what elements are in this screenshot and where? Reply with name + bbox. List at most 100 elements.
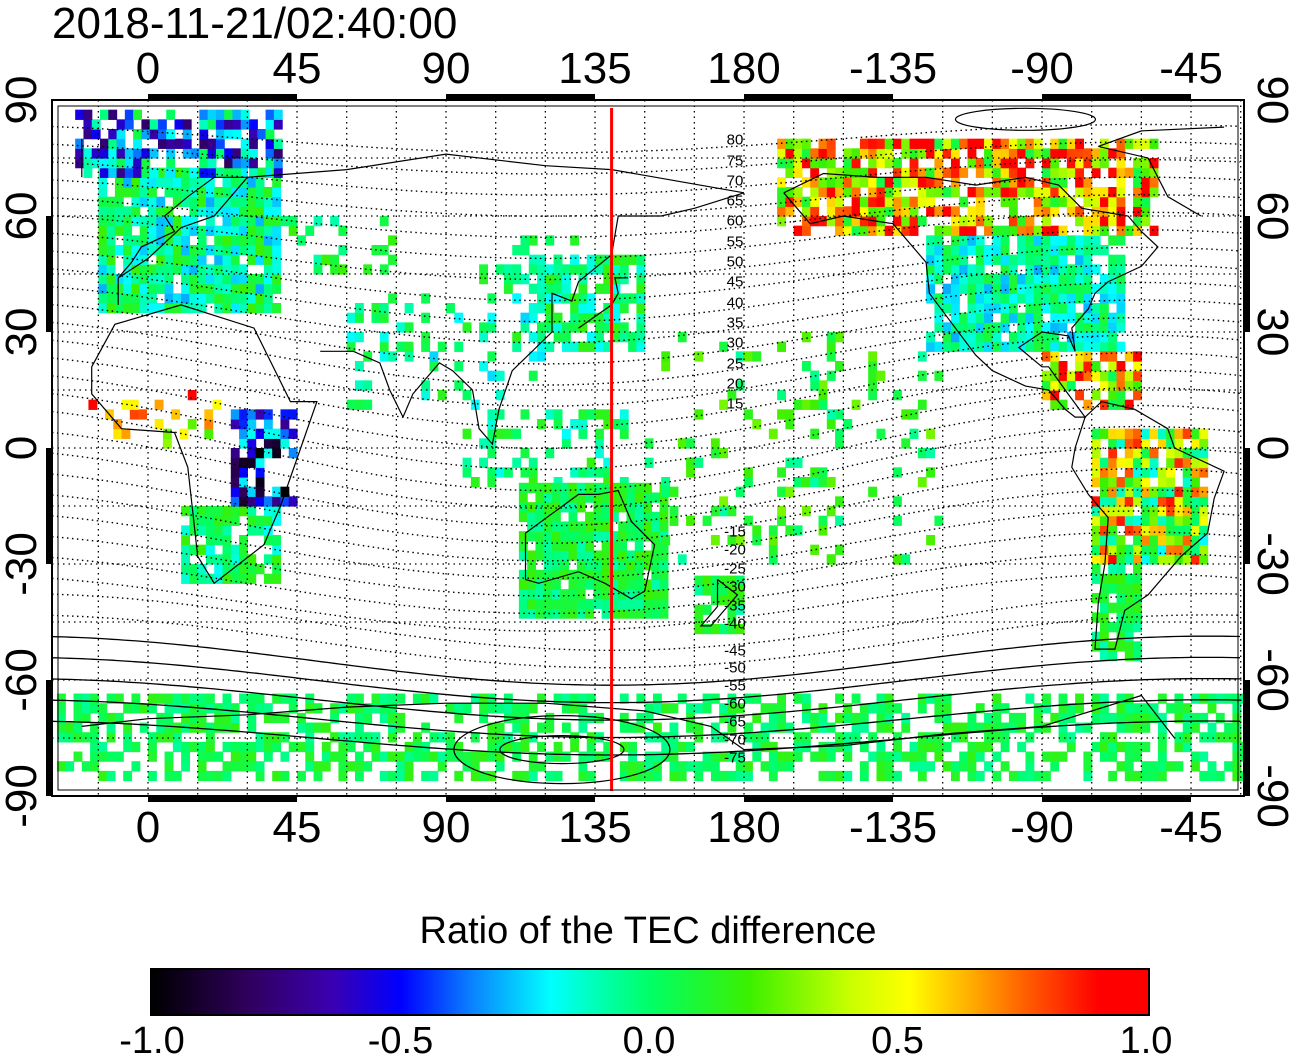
tec-cell — [1083, 293, 1093, 304]
tec-cell — [843, 148, 853, 159]
tec-cell — [116, 119, 126, 130]
tec-cell — [1149, 467, 1159, 478]
tec-cell — [56, 693, 66, 704]
tec-cell — [553, 741, 563, 753]
tec-cell — [528, 703, 538, 714]
tec-cell — [230, 254, 240, 265]
tec-cell — [1091, 477, 1101, 488]
tec-cell — [148, 177, 157, 188]
tec-cell — [1042, 322, 1051, 333]
tec-cell — [75, 148, 85, 159]
tec-cell — [810, 158, 820, 169]
tec-cell — [826, 554, 836, 565]
tec-cell — [404, 770, 414, 782]
tec-cell — [1025, 693, 1035, 704]
tec-cell — [1075, 693, 1085, 704]
tec-cell — [1133, 770, 1142, 782]
tec-cell — [230, 225, 240, 236]
tec-cell — [139, 177, 149, 188]
tec-cell — [1182, 457, 1192, 468]
tec-cell — [189, 274, 199, 285]
tec-cell — [247, 438, 257, 449]
tec-cell — [942, 167, 952, 178]
coastline — [699, 579, 739, 627]
tec-cell — [1083, 177, 1093, 188]
tec-cell — [429, 770, 439, 782]
tec-cell — [1174, 428, 1184, 439]
tec-cell — [388, 351, 397, 362]
tec-cell — [1108, 351, 1118, 362]
tec-cell — [959, 138, 969, 149]
tec-cell — [1157, 722, 1167, 733]
tec-cell — [106, 235, 116, 246]
tec-cell — [752, 419, 762, 430]
tec-cell — [669, 761, 679, 772]
tec-cell — [619, 409, 629, 420]
tec-cell — [1000, 703, 1010, 714]
tec-cell — [272, 506, 282, 517]
tec-cell — [1124, 457, 1134, 468]
tec-cell — [585, 521, 594, 532]
tec-cell — [942, 693, 952, 704]
tec-cell — [487, 732, 497, 743]
tec-cell — [207, 138, 217, 149]
tec-cell — [586, 741, 596, 753]
tec-cell — [174, 119, 184, 130]
tec-cell — [1157, 525, 1167, 536]
lat-tick-left: -30 — [0, 532, 46, 596]
tec-cell — [98, 206, 108, 217]
tec-cell — [313, 264, 323, 275]
tec-cell — [205, 535, 215, 546]
tec-cell — [520, 448, 530, 459]
tec-cell — [503, 274, 513, 285]
tec-cell — [222, 293, 232, 304]
magnetic-pole-contour — [499, 734, 625, 765]
tec-cell — [272, 438, 282, 449]
tec-cell — [388, 293, 397, 304]
tec-cell — [1050, 399, 1060, 410]
tec-cell — [1075, 235, 1085, 246]
tec-cell — [454, 751, 464, 762]
tec-cell — [1166, 703, 1176, 714]
tec-cell — [106, 722, 116, 733]
tec-cell — [65, 722, 75, 733]
tec-cell — [495, 751, 505, 762]
tec-cell — [1091, 303, 1101, 314]
tec-cell — [189, 206, 199, 217]
tec-cell — [446, 732, 455, 743]
tec-cell — [199, 148, 209, 159]
tec-cell — [232, 148, 242, 159]
tec-cell — [98, 770, 108, 782]
tec-cell — [1033, 225, 1043, 236]
tec-cell — [560, 531, 570, 542]
tec-cell — [917, 751, 927, 762]
tec-cell — [479, 332, 489, 343]
tec-cell — [1108, 602, 1118, 613]
tec-cell — [1116, 583, 1126, 594]
tec-cell — [239, 419, 248, 430]
tec-cell — [643, 560, 652, 571]
tec-cell — [1033, 703, 1043, 714]
tec-cell — [826, 216, 836, 227]
tec-cell — [560, 482, 570, 494]
tec-cell — [1232, 761, 1242, 772]
tec-cell — [1149, 496, 1159, 507]
tec-cell — [1182, 703, 1192, 714]
tec-cell — [1099, 631, 1109, 642]
tec-cell — [479, 322, 489, 333]
tec-cell — [1108, 264, 1118, 275]
tec-cell — [651, 589, 661, 600]
coastline — [320, 192, 745, 446]
tec-cell — [421, 332, 431, 343]
tec-cell — [205, 196, 215, 207]
tec-cell — [1091, 448, 1101, 459]
tec-cell — [893, 467, 902, 478]
tec-cell — [280, 438, 290, 449]
tec-cell — [1091, 506, 1101, 517]
tec-cell — [543, 502, 553, 513]
tec-cell — [503, 712, 513, 724]
tec-cell — [934, 264, 944, 275]
tec-cell — [90, 761, 99, 772]
tec-cell — [1124, 496, 1134, 507]
tec-cell — [230, 544, 240, 555]
